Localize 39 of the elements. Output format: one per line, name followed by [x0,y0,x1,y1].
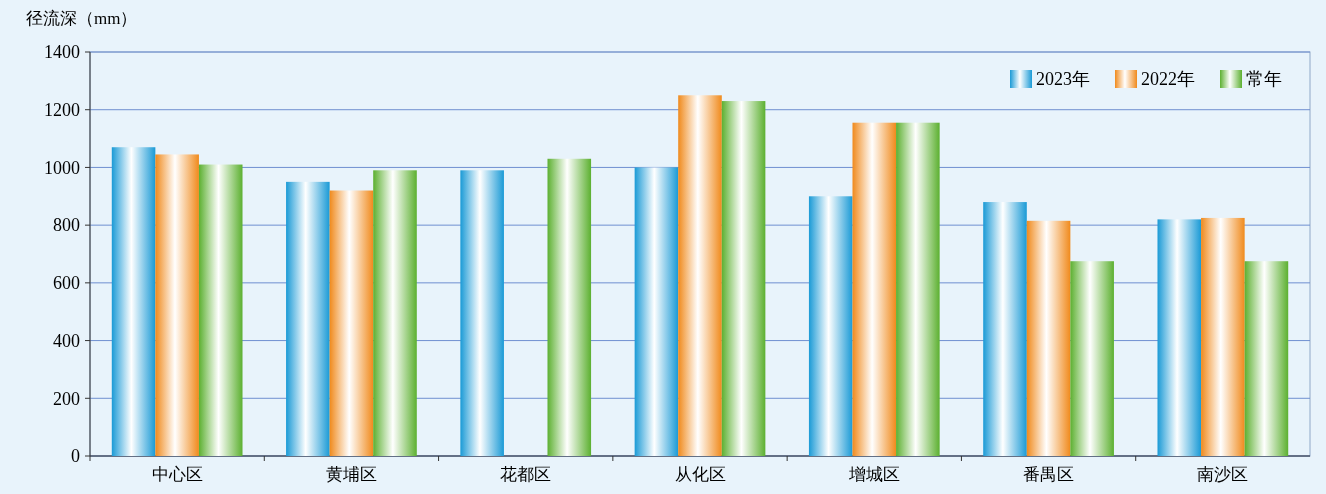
bar [808,196,853,456]
y-tick-label: 600 [53,273,80,294]
bar [634,167,679,456]
bar [373,170,417,456]
y-tick-label: 0 [71,446,80,467]
bar [155,154,199,456]
x-tick-label: 黄埔区 [325,465,377,484]
y-axis-title: 径流深（mm） [26,9,138,28]
y-tick-label: 1400 [44,42,80,63]
y-tick-label: 200 [53,388,80,409]
x-tick-label: 番禺区 [1023,465,1075,484]
bar [111,147,156,456]
bar [198,164,243,456]
bar [547,158,592,456]
y-tick-label: 800 [53,215,80,236]
y-tick-label: 1000 [44,157,80,178]
bar [983,202,1027,456]
y-tick-label: 1200 [44,100,80,121]
bar [1070,261,1114,456]
y-tick-label: 400 [53,330,80,351]
bar [1244,261,1289,456]
x-tick-label: 南沙区 [1197,465,1249,484]
x-tick-label: 从化区 [674,465,726,484]
legend-label: 常年 [1246,69,1282,89]
bar [1201,217,1245,456]
bar [852,122,897,456]
bar [678,95,722,456]
legend-label: 2022年 [1141,69,1195,89]
x-tick-label: 花都区 [500,465,552,484]
legend-label: 2023年 [1036,69,1090,89]
x-tick-label: 增城区 [847,465,900,484]
bar [721,101,766,456]
bar [1026,220,1071,456]
bar [896,122,940,456]
bar [329,190,374,456]
x-tick-label: 中心区 [151,465,203,484]
bar [1157,219,1202,456]
bar [286,181,330,456]
bar [460,170,504,456]
